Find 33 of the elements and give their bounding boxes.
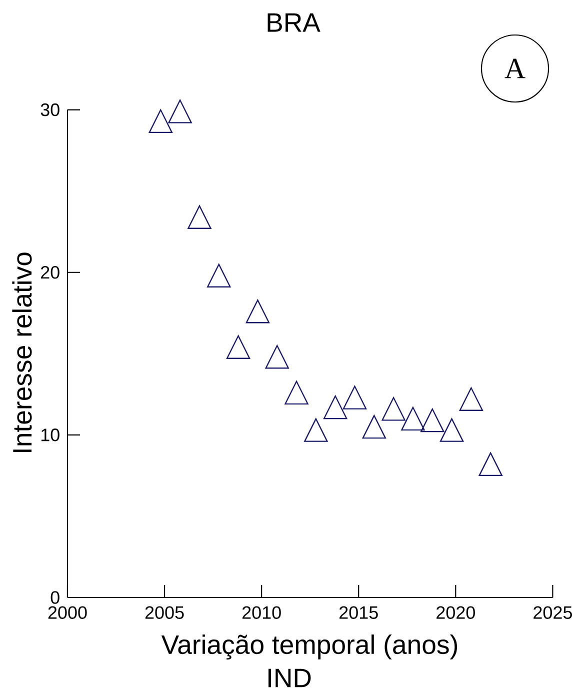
x-tick-label: 2020	[436, 606, 475, 619]
point	[478, 452, 502, 476]
point	[342, 386, 367, 410]
y-tick-label: 30	[40, 103, 60, 116]
text: A	[504, 58, 526, 78]
point	[207, 264, 231, 288]
chart-title: BRA	[268, 13, 320, 32]
point	[188, 205, 212, 229]
point	[304, 418, 328, 442]
point	[382, 397, 406, 421]
x-tick-label: 2015	[339, 606, 378, 619]
x-tick-label: 2010	[242, 606, 281, 619]
point	[168, 100, 192, 124]
y-tick-label: 0	[50, 591, 60, 604]
point	[323, 395, 348, 420]
point	[440, 418, 464, 442]
point	[246, 300, 270, 324]
point	[362, 414, 386, 439]
point	[459, 387, 484, 412]
x-tick-label: 2005	[145, 606, 184, 619]
y-tick-label: 20	[40, 266, 60, 279]
y-axis-title: Interesse relativo	[12, 252, 32, 452]
x-axis-title: Variação temporal (anos)	[161, 634, 458, 660]
x-tick-label: 2025	[534, 606, 572, 619]
point	[226, 335, 250, 359]
point	[401, 406, 425, 431]
y-tick-label: 10	[41, 428, 60, 442]
point	[148, 109, 173, 134]
point	[420, 408, 444, 432]
point	[284, 380, 308, 405]
point	[265, 345, 289, 369]
text: IND	[268, 668, 311, 688]
x-tick-label: 2000	[48, 606, 87, 619]
